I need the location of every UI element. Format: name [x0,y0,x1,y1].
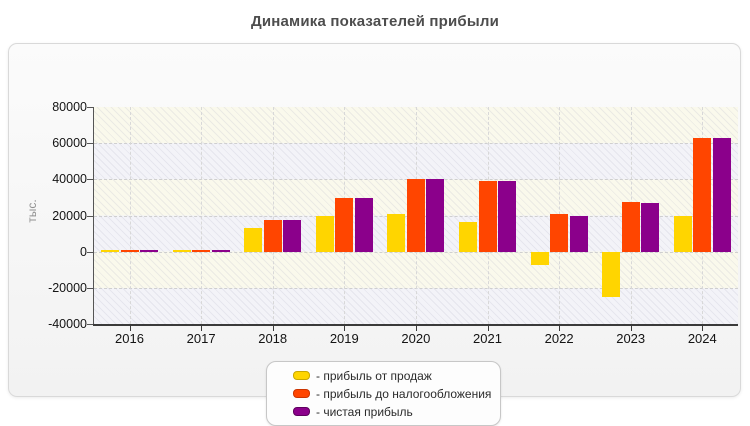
bar-2018-series0 [244,228,263,252]
bar-2016-series1 [120,249,139,252]
bar-2021-series0 [459,221,477,252]
x-tick-mark [129,326,131,331]
x-tick-label-2018: 2018 [258,331,288,346]
v-gridline [272,107,274,324]
v-gridline [129,107,131,324]
legend-swatch-icon [293,407,310,416]
bar-2022-series0 [530,251,549,266]
y-tick-label: 20000 [52,208,87,223]
y-tick-label: 0 [80,244,87,259]
bar-2023-series0 [602,251,621,297]
y-tick-mark [87,107,93,108]
y-tick-mark [87,215,93,217]
y-tick-mark [87,143,93,145]
legend-swatch-icon [293,389,310,398]
x-tick-label-2022: 2022 [544,331,574,346]
bar-2017-series1 [192,249,211,252]
bar-2016-series2 [140,249,158,252]
chart-title: Динамика показателей прибыли [250,13,500,30]
x-tick-mark [272,326,274,331]
bar-2020-series1 [406,179,425,252]
y-tick-label: 60000 [52,136,87,151]
bar-2017-series0 [172,249,191,252]
x-tick-label-2017: 2017 [186,331,216,346]
bar-2019-series0 [315,216,334,252]
v-gridline [201,107,203,324]
bar-2024-series0 [673,216,692,252]
bar-2019-series1 [335,198,354,252]
y-tick-label: 80000 [52,100,87,114]
x-tick-mark [344,326,346,331]
legend-item: - прибыль до налогообложения [293,386,500,401]
bar-2024-series1 [693,137,712,252]
y-tick-mark [87,251,93,253]
legend-label: - прибыль до налогообложения [316,386,492,401]
x-tick-mark [415,326,417,331]
x-tick-label-2020: 2020 [401,331,431,346]
x-tick-label-2024: 2024 [687,331,717,346]
y-tick-label: 40000 [52,172,87,187]
chart-panel: тыс. 80000 60000 40000 20000 0 -20000 -40000 20… [8,43,741,426]
legend-label: - прибыль от продаж [316,368,432,383]
x-tick-label-2019: 2019 [329,331,359,346]
x-tick-mark [201,326,203,331]
bar-2024-series2 [712,137,731,252]
y-tick-label: -40000 [48,317,87,331]
bar-2018-series2 [283,220,302,252]
x-tick-label-2023: 2023 [616,331,646,346]
legend-item: - чистая прибыль [293,404,500,419]
y-tick-label: -20000 [48,280,87,295]
y-tick-mark [87,324,93,325]
y-axis-line [93,107,94,324]
plot-area [94,107,738,324]
x-tick-mark [559,326,561,331]
legend-swatch-icon [293,371,310,380]
y-tick-mark [87,287,93,289]
legend: - прибыль от продаж - прибыль до налогооб… [266,361,501,426]
bar-2020-series2 [426,179,445,252]
x-tick-mark [630,326,632,331]
bar-2023-series2 [641,202,660,252]
bar-2022-series1 [550,213,569,252]
legend-item: - прибыль от продаж [293,368,500,383]
bar-2020-series0 [387,213,406,252]
bar-2016-series0 [101,249,119,252]
x-axis-line [93,324,738,326]
bar-2018-series1 [263,220,282,252]
x-tick-mark [487,326,489,331]
x-tick-mark [702,326,704,331]
bar-2021-series1 [478,181,497,252]
x-tick-label-2016: 2016 [115,331,144,346]
bar-2023-series1 [621,201,640,252]
legend-label: - чистая прибыль [316,404,413,419]
x-tick-label-2021: 2021 [473,331,502,346]
bar-2021-series2 [498,181,516,252]
bar-2022-series2 [569,215,588,252]
bar-2017-series2 [211,249,230,252]
bar-2019-series2 [354,198,373,252]
y-tick-mark [87,179,93,181]
